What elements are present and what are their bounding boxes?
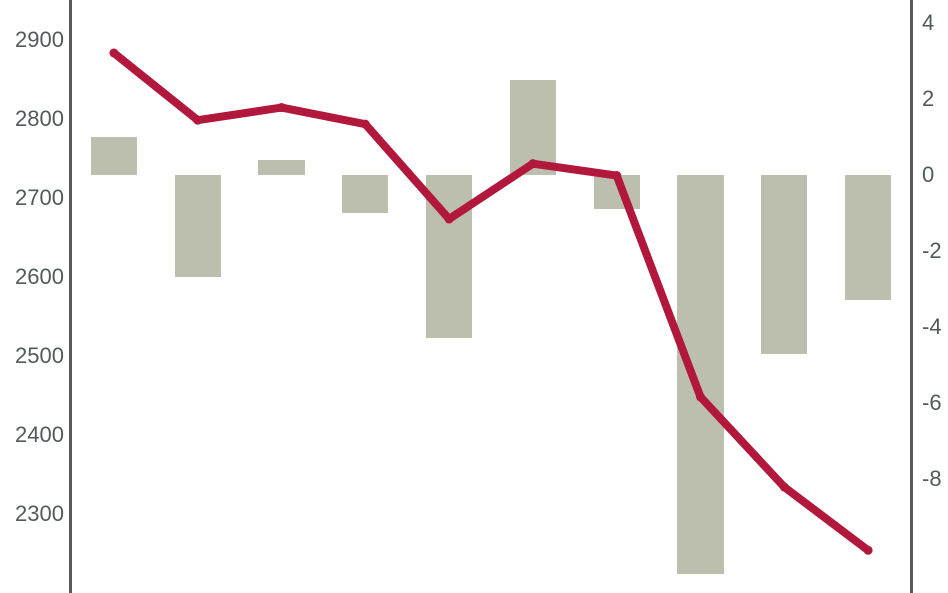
line-marker	[864, 546, 873, 555]
line-marker	[696, 392, 705, 401]
line-marker	[612, 171, 621, 180]
dual-axis-chart: 2300240025002600270028002900-8-6-4-2024	[0, 0, 948, 593]
line-marker	[277, 103, 286, 112]
line-marker	[445, 215, 454, 224]
line-marker	[780, 483, 789, 492]
line-path	[114, 53, 868, 550]
line-marker	[361, 120, 370, 129]
line-marker	[193, 116, 202, 125]
line-series	[0, 0, 948, 593]
line-marker	[528, 159, 537, 168]
line-marker	[109, 48, 118, 57]
